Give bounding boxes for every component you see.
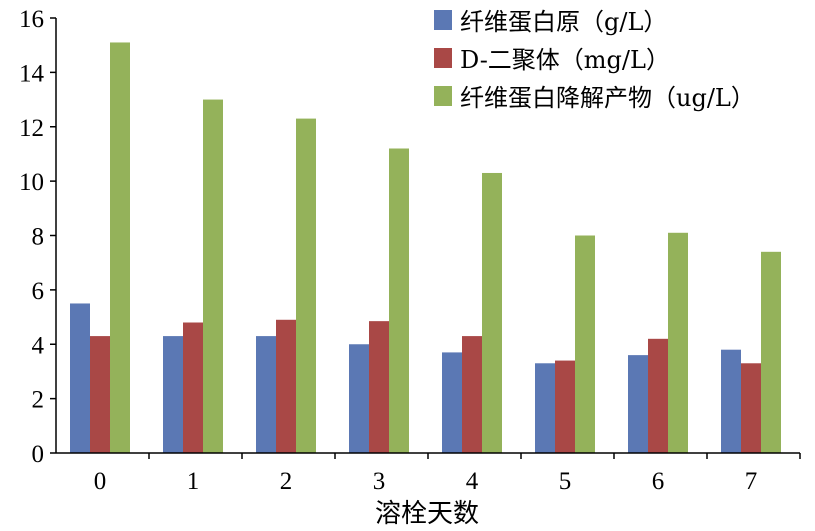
- bar-2-cat-2: [276, 319, 296, 453]
- bar-1-cat-7: [721, 349, 741, 453]
- y-tick-label: 6: [32, 278, 45, 305]
- bar-1-cat-1: [163, 336, 183, 453]
- bar-2-cat-4: [462, 336, 482, 453]
- bar-2-cat-3: [369, 321, 389, 453]
- x-tick-label: 0: [94, 468, 107, 495]
- bar-1-cat-2: [256, 336, 276, 453]
- bar-2-cat-7: [741, 363, 761, 453]
- bar-3-cat-3: [389, 148, 409, 453]
- bar-3-cat-5: [575, 235, 595, 453]
- x-axis-label: 溶栓天数: [375, 499, 479, 529]
- bar-2-cat-6: [648, 338, 668, 453]
- bar-3-cat-7: [761, 251, 781, 453]
- legend-swatch: [434, 48, 452, 68]
- x-tick-labels: 0 1 2 3 4 5 6 7: [94, 468, 758, 495]
- bar-1-cat-3: [349, 344, 369, 453]
- y-tick-label: 14: [19, 60, 45, 87]
- bar-1-cat-0: [70, 303, 90, 453]
- x-tick-label: 3: [373, 468, 386, 495]
- bar-3-cat-2: [296, 118, 316, 453]
- x-tick-label: 5: [559, 468, 572, 495]
- bar-2-cat-1: [183, 322, 203, 453]
- bar-2-cat-0: [90, 336, 110, 453]
- y-tick-labels: 0 2 4 6 8 10 12 14 16: [19, 6, 45, 468]
- x-tick-label: 1: [187, 468, 200, 495]
- legend-swatch: [434, 86, 452, 106]
- bar-3-cat-1: [203, 99, 223, 453]
- bars-layer: [70, 42, 781, 453]
- x-tick-label: 7: [745, 468, 758, 495]
- y-tick-label: 2: [32, 387, 45, 414]
- bar-3-cat-4: [482, 172, 502, 453]
- legend-entry: D-二聚体（mg/L）: [460, 46, 670, 74]
- y-tick-label: 8: [32, 224, 45, 251]
- bar-1-cat-4: [442, 352, 462, 453]
- y-tick-label: 0: [32, 441, 45, 468]
- bar-1-cat-6: [628, 355, 648, 453]
- bar-3-cat-0: [110, 42, 130, 453]
- axes-layer: [50, 17, 801, 459]
- bar-3-cat-6: [668, 232, 688, 453]
- bar-1-cat-5: [535, 363, 555, 453]
- bar-2-cat-5: [555, 360, 575, 453]
- y-tick-label: 16: [19, 6, 44, 33]
- x-tick-label: 2: [280, 468, 293, 495]
- legend: 纤维蛋白原（g/L） D-二聚体（mg/L） 纤维蛋白降解产物（ug/L）: [434, 8, 755, 112]
- legend-entry: 纤维蛋白降解产物（ug/L）: [460, 84, 755, 112]
- y-tick-label: 12: [19, 115, 44, 142]
- y-tick-label: 4: [32, 332, 45, 359]
- y-tick-label: 10: [19, 169, 44, 196]
- x-tick-label: 6: [652, 468, 665, 495]
- legend-swatch: [434, 10, 452, 30]
- legend-entry: 纤维蛋白原（g/L）: [460, 8, 667, 36]
- x-tick-label: 4: [466, 468, 479, 495]
